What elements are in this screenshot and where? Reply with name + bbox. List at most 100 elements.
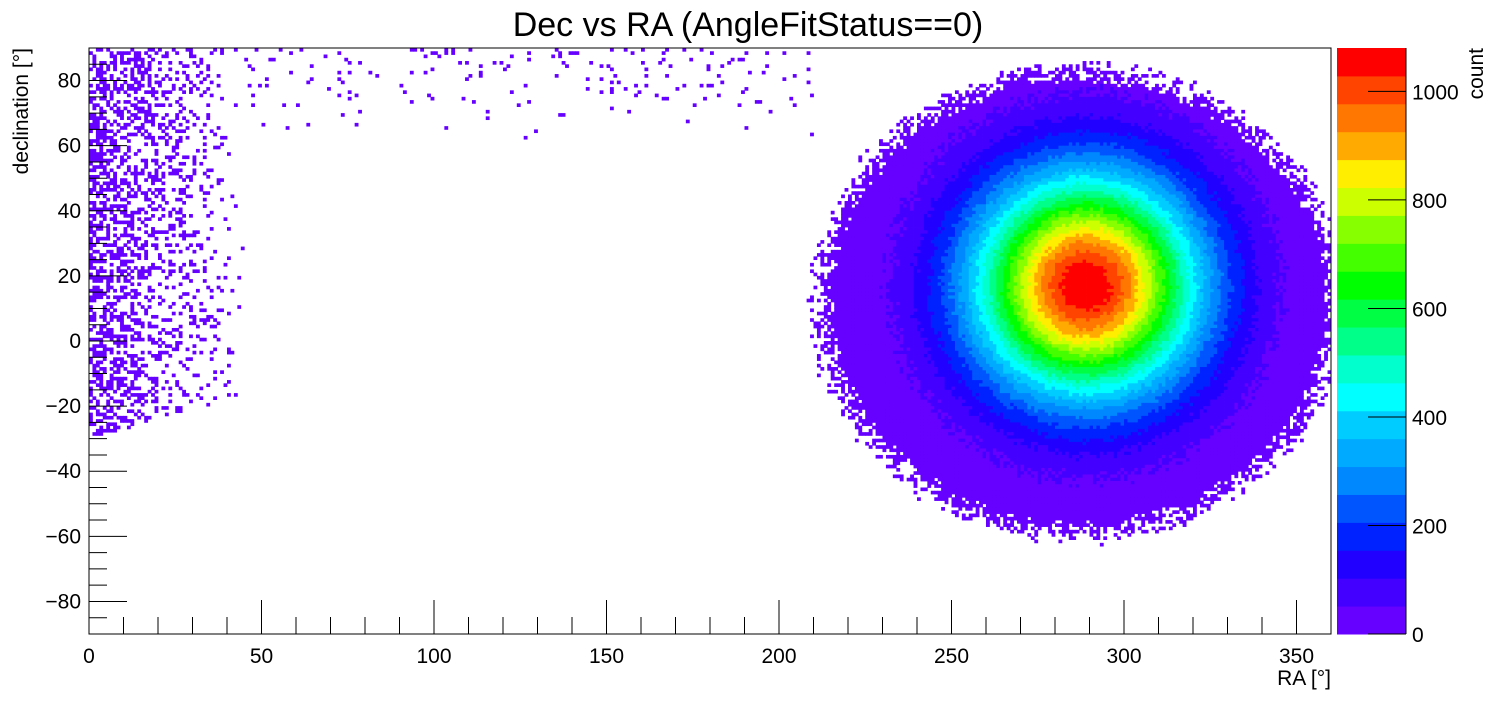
heatmap-cell <box>930 243 935 247</box>
heatmap-cell <box>158 301 162 306</box>
heatmap-cell <box>896 161 901 166</box>
heatmap-cell <box>923 129 928 134</box>
heatmap-cell <box>841 240 845 244</box>
heatmap-cell <box>899 438 904 443</box>
heatmap-cell <box>585 87 590 91</box>
heatmap-cell <box>944 295 949 300</box>
heatmap-cell <box>937 386 942 391</box>
heatmap-cell <box>906 448 911 453</box>
heatmap-cell <box>95 236 100 241</box>
heatmap-cell <box>934 217 939 221</box>
heatmap-cell <box>917 207 921 212</box>
heatmap-cell <box>896 308 901 313</box>
heatmap-cell <box>927 311 932 316</box>
heatmap-cell <box>865 256 870 261</box>
heatmap-cell <box>917 435 921 440</box>
heatmap-cell <box>161 90 166 94</box>
heatmap-cell <box>89 272 93 277</box>
heatmap-cell <box>834 298 839 303</box>
heatmap-cell <box>106 135 111 140</box>
heatmap-cell <box>913 272 918 277</box>
heatmap-cell <box>823 321 828 326</box>
heatmap-cell <box>896 174 901 179</box>
heatmap-cell <box>913 438 918 443</box>
heatmap-cell <box>130 48 135 52</box>
heatmap-cell <box>927 210 932 215</box>
heatmap-cell <box>923 194 928 199</box>
heatmap-cell <box>920 314 925 319</box>
heatmap-cell <box>951 119 956 124</box>
heatmap-cell <box>872 327 876 332</box>
heatmap-cell <box>109 318 114 322</box>
heatmap-cell <box>554 74 559 78</box>
heatmap-cell <box>851 217 856 221</box>
heatmap-cell <box>858 214 863 218</box>
heatmap-cell <box>899 223 904 228</box>
heatmap-cell <box>126 259 131 264</box>
heatmap-cell <box>906 451 911 456</box>
heatmap-cell <box>927 119 932 124</box>
heatmap-cell <box>858 428 863 433</box>
heatmap-cell <box>948 425 952 430</box>
heatmap-cell <box>185 135 190 140</box>
heatmap-cell <box>910 269 914 274</box>
heatmap-cell <box>930 321 935 326</box>
heatmap-cell <box>706 67 711 72</box>
heatmap-cell <box>126 354 131 358</box>
heatmap-cell <box>892 292 897 296</box>
heatmap-cell <box>868 370 873 374</box>
heatmap-cell <box>937 445 942 449</box>
heatmap-cell <box>892 380 897 384</box>
heatmap-cell <box>106 148 111 153</box>
heatmap-cell <box>837 262 842 267</box>
heatmap-cell <box>906 402 911 407</box>
heatmap-cell <box>913 428 918 433</box>
heatmap-cell <box>937 191 942 195</box>
heatmap-cell <box>892 386 897 391</box>
heatmap-cell <box>816 327 821 332</box>
heatmap-cell <box>202 266 207 270</box>
heatmap-cell <box>126 83 131 88</box>
heatmap-cell <box>948 207 952 212</box>
heatmap-cell <box>834 217 839 221</box>
heatmap-cell <box>913 435 918 440</box>
heatmap-cell <box>834 220 839 225</box>
heatmap-cell <box>120 204 124 208</box>
heatmap-cell <box>910 165 914 169</box>
heatmap-cell <box>899 318 904 322</box>
heatmap-cell <box>841 285 845 290</box>
heatmap-cell <box>927 409 932 414</box>
heatmap-cell <box>882 181 887 186</box>
heatmap-cell <box>885 301 890 306</box>
heatmap-cell <box>875 344 880 348</box>
heatmap-cell <box>927 474 932 479</box>
heatmap-cell <box>906 347 911 352</box>
heatmap-cell <box>937 471 942 475</box>
heatmap-cell <box>123 350 128 355</box>
heatmap-cell <box>875 178 880 182</box>
heatmap-cell <box>944 327 949 332</box>
heatmap-cell <box>882 194 887 199</box>
heatmap-cell <box>823 298 828 303</box>
heatmap-cell <box>944 458 949 462</box>
heatmap-cell <box>896 236 901 241</box>
heatmap-cell <box>865 324 870 329</box>
heatmap-cell <box>930 314 935 319</box>
heatmap-cell <box>823 282 828 287</box>
heatmap-cell <box>934 370 939 374</box>
heatmap-cell <box>171 269 176 274</box>
heatmap-cell <box>861 279 866 283</box>
heatmap-cell <box>889 438 894 443</box>
heatmap-cell <box>879 223 883 228</box>
heatmap-cell <box>126 155 131 160</box>
heatmap-cell <box>841 367 845 371</box>
heatmap-cell <box>941 132 945 137</box>
heatmap-cell <box>837 370 842 374</box>
heatmap-cell <box>109 93 114 98</box>
heatmap-cell <box>120 272 124 277</box>
heatmap-cell <box>917 262 921 267</box>
heatmap-cell <box>910 295 914 300</box>
heatmap-cell <box>151 337 155 342</box>
heatmap-cell <box>896 227 901 231</box>
heatmap-cell <box>844 380 849 384</box>
